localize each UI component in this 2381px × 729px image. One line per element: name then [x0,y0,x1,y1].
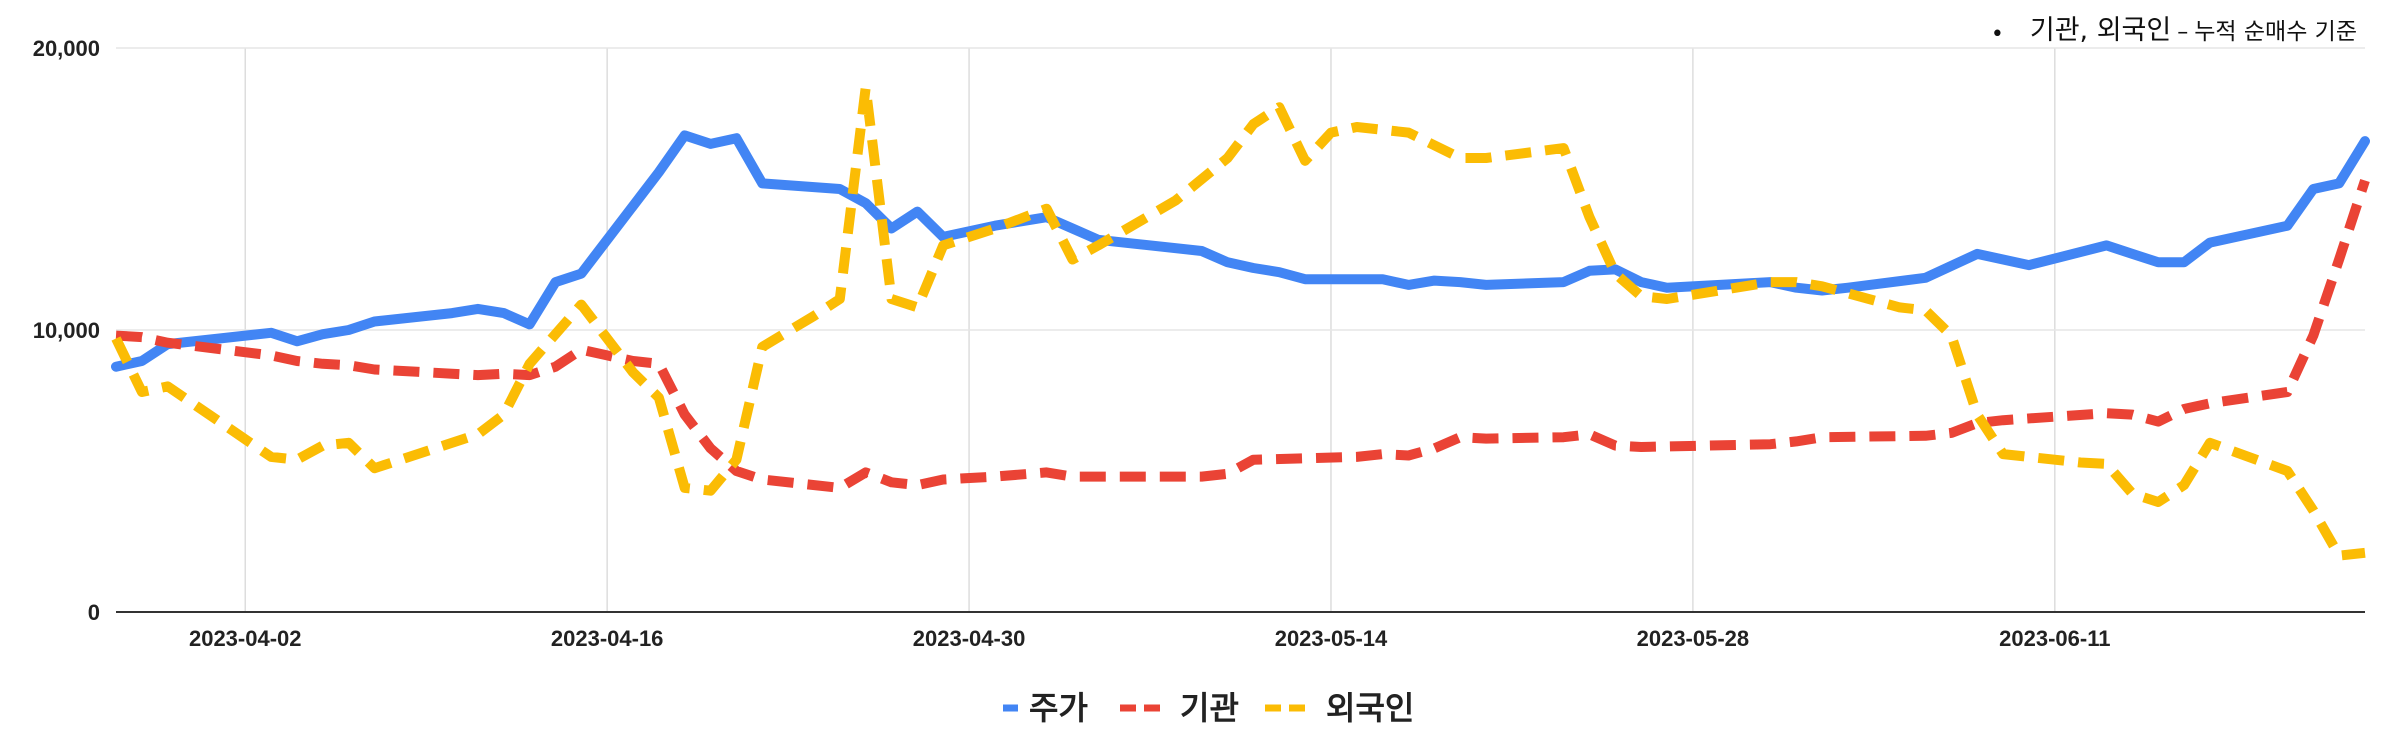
series-line-3 [111,82,2366,561]
x-tick-label: 2023-04-02 [189,626,302,651]
y-tick-label: 10,000 [33,318,100,343]
legend-label-2: 기관 [1180,689,1239,727]
chart-note: • 기관, 외국인 – 누적 순매수 기준 [1991,8,2357,47]
note-dash: – [2177,20,2189,45]
note-sub-text: 누적 순매수 기준 [2194,19,2357,45]
x-tick-label: 2023-04-30 [913,626,1026,651]
y-tick-label: 0 [88,600,100,625]
legend-label-3: 외국인 [1326,689,1414,727]
legend: 주가 기관 외국인 [1003,689,1414,727]
grid-lines [116,47,2365,612]
note-bullet: • [1990,22,2004,47]
series-line-2 [115,178,2370,493]
x-tick-label: 2023-05-28 [1637,626,1750,651]
axes: 2023-04-02 2023-04-16 2023-04-30 2023-05-14… [33,36,2365,651]
y-tick-label: 20,000 [33,36,100,61]
note-main-text: 기관, 외국인 [2029,15,2172,46]
x-tick-label: 2023-06-11 [1999,626,2110,651]
x-tick-label: 2023-05-14 [1275,626,1388,651]
series-lines [111,82,2370,561]
legend-label-1: 주가 [1029,689,1088,727]
x-tick-label: 2023-04-16 [551,626,664,651]
series-line-1 [111,130,2370,372]
